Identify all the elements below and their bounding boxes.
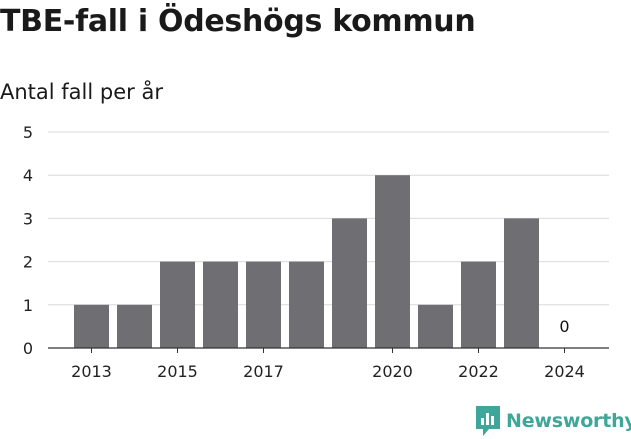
x-tick-label: 2022	[458, 362, 499, 381]
bar-2016	[203, 261, 238, 348]
bar-2021	[418, 304, 453, 348]
labels: 0 1 2 3 4 5 2013 2015 2017 2020 2022 2024 0	[23, 123, 585, 381]
x-tick-label: 2017	[243, 362, 284, 381]
bar-2015	[160, 261, 195, 348]
y-tick-label: 3	[23, 209, 33, 228]
bar-2022	[461, 261, 496, 348]
axes	[48, 347, 609, 353]
newsworthy-logo-icon	[476, 406, 500, 436]
x-tick-label: 2013	[71, 362, 112, 381]
chart-subtitle: Antal fall per år	[0, 80, 163, 104]
chart-title: TBE-fall i Ödeshögs kommun	[0, 4, 476, 39]
newsworthy-logo: Newsworthy	[476, 406, 631, 436]
y-tick-label: 2	[23, 253, 33, 272]
x-tick-label: 2024	[544, 362, 585, 381]
brand-name: Newsworthy	[506, 410, 631, 432]
x-tick-label: 2020	[372, 362, 413, 381]
bar-2020	[375, 175, 410, 348]
bar-2014	[117, 304, 152, 348]
x-tick-label: 2015	[157, 362, 198, 381]
bar-2017	[246, 261, 281, 348]
y-tick-label: 5	[23, 123, 33, 142]
data-label: 0	[559, 317, 569, 336]
bar-2013	[74, 304, 109, 348]
bar-2019	[332, 218, 367, 348]
y-tick-label: 1	[23, 296, 33, 315]
y-tick-label: 4	[23, 166, 33, 185]
bars	[74, 175, 539, 348]
y-tick-label: 0	[23, 339, 33, 358]
bar-2023	[504, 218, 539, 348]
bar-2018	[289, 261, 324, 348]
